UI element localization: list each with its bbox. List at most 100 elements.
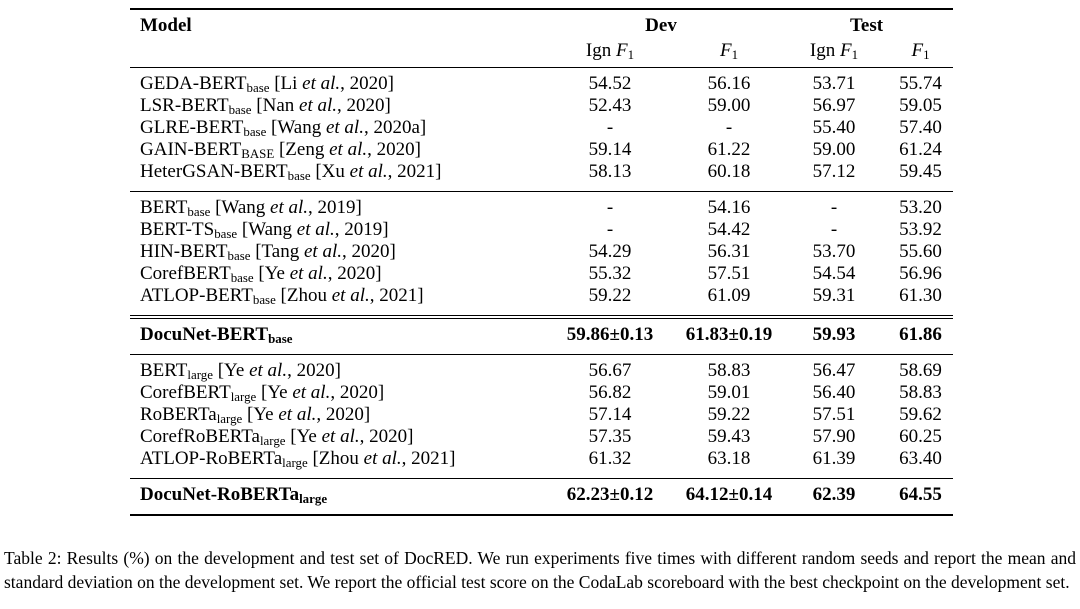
model-cell: BERTbase [Wang et al., 2019] (140, 197, 362, 220)
value-cell: 61.09 (707, 285, 751, 306)
table-row: BERT-TSbase [Wang et al., 2019] - 54.42 - 53… (130, 219, 953, 241)
value-cell: 57.14 (588, 404, 632, 425)
column-header-model: Model (140, 15, 192, 36)
value-cell: 53.70 (812, 241, 856, 262)
value-cell: - (606, 219, 614, 240)
model-cell: BERT-TSbase [Wang et al., 2019] (140, 219, 389, 242)
value-cell: 59.31 (812, 285, 856, 306)
value-cell: 61.30 (899, 285, 942, 306)
value-cell: 53.71 (812, 73, 856, 94)
table-row: DocuNet-BERTbase 59.86±0.13 61.83±0.19 59.9… (130, 317, 953, 355)
value-cell: 55.60 (899, 241, 942, 262)
value-cell: 59.01 (707, 382, 751, 403)
model-cell: RoBERTalarge [Ye et al., 2020] (140, 404, 371, 427)
model-cell: CorefBERTlarge [Ye et al., 2020] (140, 382, 385, 405)
table-row: ATLOP-RoBERTalarge [Zhou et al., 2021] 61… (130, 448, 953, 479)
value-cell: 59.43 (707, 426, 751, 447)
value-cell: 56.82 (588, 382, 632, 403)
value-cell: 59.22 (588, 285, 632, 306)
table-row: CorefRoBERTalarge [Ye et al., 2020] 57.35… (130, 426, 953, 448)
value-cell: 64.55 (899, 484, 942, 505)
table-row: ATLOP-BERTbase [Zhou et al., 2021] 59.22 6… (130, 285, 953, 317)
value-cell: 59.00 (812, 139, 856, 160)
value-cell: 60.25 (899, 426, 942, 447)
column-header-dev-f1: F1 (719, 40, 739, 63)
value-cell: 56.47 (812, 360, 856, 381)
value-cell: 56.97 (812, 95, 856, 116)
model-cell: BERTlarge [Ye et al., 2020] (140, 360, 341, 383)
value-cell: 59.22 (707, 404, 751, 425)
table-row: DocuNet-RoBERTalarge 62.23±0.12 64.12±0.14… (130, 479, 953, 516)
value-cell: - (606, 117, 614, 138)
value-cell: 54.52 (588, 73, 632, 94)
model-cell: GAIN-BERTBASE [Zeng et al., 2020] (140, 139, 421, 162)
value-cell: 61.39 (812, 448, 856, 469)
table-group-3: DocuNet-BERTbase 59.86±0.13 61.83±0.19 59.9… (130, 317, 953, 355)
table-group-5: DocuNet-RoBERTalarge 62.23±0.12 64.12±0.14… (130, 479, 953, 516)
value-cell: 55.40 (812, 117, 856, 138)
value-cell: - (830, 219, 838, 240)
value-cell: 56.31 (707, 241, 751, 262)
value-cell: 56.67 (588, 360, 632, 381)
value-cell: 60.18 (707, 161, 751, 182)
value-cell: 59.62 (899, 404, 942, 425)
value-cell: 61.86 (899, 324, 942, 345)
value-cell: 61.32 (588, 448, 632, 469)
value-cell: 59.14 (588, 139, 632, 160)
results-table: Model Dev Test Ign F1 F1 Ign F1 F1 GEDA-… (130, 8, 953, 516)
value-cell: - (725, 117, 733, 138)
model-cell: GLRE-BERTbase [Wang et al., 2020a] (140, 117, 427, 140)
value-cell: 52.43 (588, 95, 632, 116)
value-cell: 63.40 (899, 448, 942, 469)
table-row: BERTlarge [Ye et al., 2020] 56.67 58.83 56.… (130, 355, 953, 383)
value-cell: 57.51 (707, 263, 751, 284)
value-cell: 58.69 (899, 360, 942, 381)
value-cell: 64.12±0.14 (685, 484, 773, 505)
value-cell: 58.13 (588, 161, 632, 182)
value-cell: 55.74 (899, 73, 942, 94)
value-cell: 56.40 (812, 382, 856, 403)
value-cell: 62.39 (812, 484, 856, 505)
table-row: GEDA-BERTbase [Li et al., 2020] 54.52 56.1… (130, 68, 953, 96)
model-cell: CorefRoBERTalarge [Ye et al., 2020] (140, 426, 414, 449)
value-cell: 57.90 (812, 426, 856, 447)
value-cell: 57.51 (812, 404, 856, 425)
value-cell: 58.83 (707, 360, 751, 381)
model-cell: ATLOP-RoBERTalarge [Zhou et al., 2021] (140, 448, 456, 471)
column-header-dev-ign-f1: Ign F1 (585, 40, 635, 63)
table-row: GAIN-BERTBASE [Zeng et al., 2020] 59.14 61… (130, 139, 953, 161)
value-cell: 57.12 (812, 161, 856, 182)
value-cell: 58.83 (899, 382, 942, 403)
value-cell: 54.42 (707, 219, 751, 240)
model-cell: LSR-BERTbase [Nan et al., 2020] (140, 95, 391, 118)
header-row-metrics: Ign F1 F1 Ign F1 F1 (130, 39, 953, 68)
value-cell: 61.24 (899, 139, 942, 160)
table-row: HIN-BERTbase [Tang et al., 2020] 54.29 56.… (130, 241, 953, 263)
value-cell: 62.23±0.12 (566, 484, 654, 505)
model-cell: GEDA-BERTbase [Li et al., 2020] (140, 73, 394, 96)
value-cell: 59.86±0.13 (566, 324, 654, 345)
table-row: RoBERTalarge [Ye et al., 2020] 57.14 59.22… (130, 404, 953, 426)
column-group-test: Test (849, 15, 884, 36)
table-header: Model Dev Test Ign F1 F1 Ign F1 F1 (130, 9, 953, 68)
paper-page: Model Dev Test Ign F1 F1 Ign F1 F1 GEDA-… (0, 8, 1080, 609)
table-group-2: BERTbase [Wang et al., 2019] - 54.16 - 53.20… (130, 192, 953, 317)
value-cell: 56.96 (899, 263, 942, 284)
value-cell: 53.92 (899, 219, 942, 240)
table-row: GLRE-BERTbase [Wang et al., 2020a] - - 55.4… (130, 117, 953, 139)
column-group-dev: Dev (645, 15, 677, 36)
value-cell: 53.20 (899, 197, 942, 218)
model-cell: DocuNet-RoBERTalarge (140, 484, 328, 507)
value-cell: 61.83±0.19 (685, 324, 773, 345)
value-cell: 59.45 (899, 161, 942, 182)
table-caption: Table 2: Results (%) on the development … (4, 548, 1076, 592)
header-row-groups: Model Dev Test (130, 9, 953, 39)
value-cell: 54.16 (707, 197, 751, 218)
table-row: LSR-BERTbase [Nan et al., 2020] 52.43 59.0… (130, 95, 953, 117)
value-cell: 59.00 (707, 95, 751, 116)
model-cell: HIN-BERTbase [Tang et al., 2020] (140, 241, 396, 264)
model-cell: DocuNet-BERTbase (140, 324, 293, 347)
value-cell: 57.35 (588, 426, 632, 447)
column-header-test-ign-f1: Ign F1 (809, 40, 859, 63)
value-cell: 59.93 (812, 324, 856, 345)
